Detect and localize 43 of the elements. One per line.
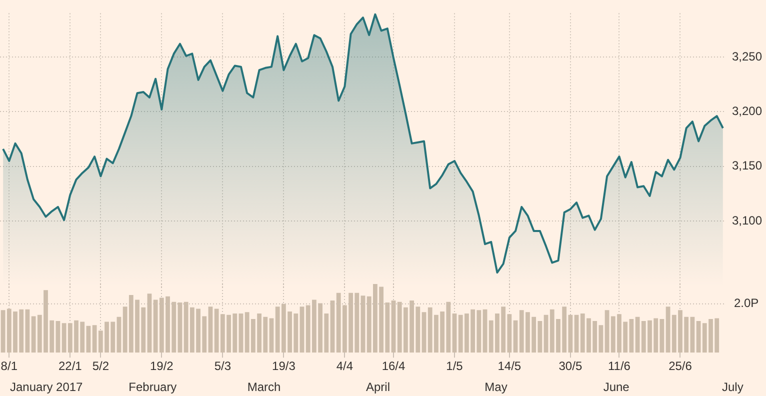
bar [513,320,518,353]
bar [422,312,426,353]
x-tick-label: 19/2 [150,359,174,374]
bar [574,314,579,353]
text: January 2017 [10,380,84,394]
text: March [247,380,281,394]
y-tick-label: 3,150 [732,158,762,173]
ref-line-label: 2.0P [734,296,759,310]
bar [544,314,548,353]
bar [482,309,488,353]
text: April [366,380,390,394]
y-tick-label: 3,200 [732,104,762,118]
bar [0,310,6,353]
x-tick-label: 5/3 [214,359,232,374]
text: June [603,380,630,394]
y-tick-label: 3,250 [732,49,762,64]
x-tick-label: 25/6 [668,359,692,374]
bar [238,314,244,353]
x-tick-label: 11/6 [608,359,631,374]
bar [666,306,670,353]
text: May [484,380,508,394]
x-tick-label: 22/1 [58,359,82,374]
x-tick-label: 16/4 [382,359,406,374]
x-tick-label: 19/3 [272,359,296,374]
x-tick-label: 5/2 [92,359,110,374]
bar [300,306,304,353]
text: July [722,380,744,394]
bar [269,318,274,353]
bar [25,309,30,353]
x-tick-label: 14/5 [498,359,522,374]
x-tick-label: 30/5 [558,359,582,374]
bar [604,310,610,353]
x-tick-label: 8/1 [0,359,18,374]
y-tick-label: 3,100 [732,213,762,228]
bar [696,321,701,353]
bar [86,326,91,353]
x-tick-label: 4/4 [336,359,354,374]
bar [56,321,60,353]
bar [208,306,213,353]
bar [116,316,122,353]
text: February [128,380,177,394]
bar [635,316,640,353]
x-tick-label: 1/5 [446,359,464,374]
